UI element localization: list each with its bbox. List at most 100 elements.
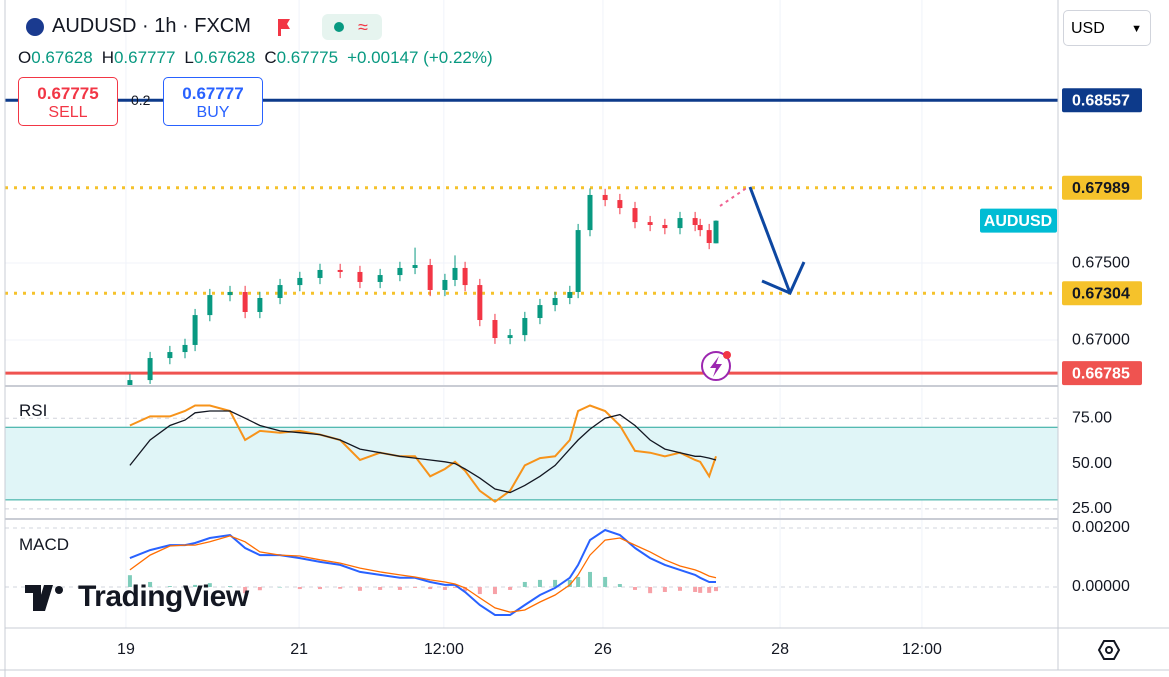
histogram-bar	[678, 586, 682, 591]
logo-mark	[25, 585, 53, 611]
change: +0.00147 (+0.22%)	[347, 48, 493, 67]
ohlc: O0.67628 H0.67777 L0.67628 C0.67775 +0.00147…	[18, 48, 493, 68]
settings-icon[interactable]	[1097, 640, 1121, 660]
histogram-bar	[698, 586, 703, 593]
histogram-bar	[397, 586, 402, 590]
candle-body	[575, 230, 581, 292]
symbol[interactable]: AUDUSD · 1h · FXCM	[52, 15, 251, 37]
currency: USD	[1071, 20, 1105, 37]
y-tick-label: 0.67500	[1072, 254, 1130, 271]
level-label-bg	[1062, 361, 1142, 386]
candle-body	[377, 275, 383, 282]
candle-body	[567, 291, 573, 298]
y-tick-label: 25.00	[1072, 500, 1112, 517]
histogram-bar	[127, 575, 132, 587]
histogram-bar	[567, 579, 572, 587]
indicator-panes	[127, 404, 718, 616]
candle-body	[477, 285, 483, 321]
candle-body	[617, 200, 623, 209]
candle-body	[713, 220, 719, 244]
histogram-bar	[257, 586, 262, 591]
status-icon: ≈	[358, 17, 368, 37]
histogram-bar	[148, 581, 153, 587]
candle-body	[147, 358, 153, 381]
ohlc-value: 0.67628	[193, 48, 256, 67]
x-tick-label: 28	[771, 641, 789, 658]
histogram-bar	[243, 586, 248, 594]
candle-body	[317, 269, 323, 278]
spread: 0.2	[131, 92, 151, 108]
sell-button[interactable]: 0.67775 SELL	[18, 77, 118, 126]
candle-body	[647, 222, 653, 225]
candle-body	[412, 265, 418, 268]
histogram-bar	[707, 586, 712, 593]
ohlc-label: O	[18, 48, 32, 67]
indicator-line	[129, 535, 717, 613]
price-scale: 0.67500 0.67000 0.68557 0.67989 0.67304 0.667…	[1062, 88, 1142, 595]
histogram-bar	[378, 586, 383, 590]
candle-body	[427, 265, 433, 290]
level-label: 0.67989	[1072, 180, 1130, 197]
price-pane	[127, 188, 719, 385]
candle-body	[632, 208, 638, 223]
indicator-line	[129, 410, 717, 494]
currency-select[interactable]: USD ▼	[1063, 10, 1151, 46]
ohlc-value: 0.67777	[113, 48, 176, 67]
candle-body	[277, 285, 283, 298]
y-tick-label: 0.00000	[1072, 578, 1130, 595]
symbol-label-bg	[980, 208, 1057, 233]
histogram-bar	[492, 586, 497, 595]
ohlc-label: L	[184, 48, 194, 67]
histogram-bar	[318, 586, 322, 590]
ohlc-value: 0.67775	[276, 48, 339, 67]
buy-button[interactable]: 0.67777 BUY	[163, 77, 263, 126]
level-label: 0.66785	[1072, 365, 1130, 382]
candle-body	[692, 218, 698, 225]
candle-body	[127, 380, 133, 385]
candle-body	[492, 320, 498, 339]
candle-body	[257, 297, 263, 313]
histogram-bar	[714, 586, 718, 592]
candle-body	[602, 194, 608, 201]
histogram-bar	[207, 583, 212, 587]
candle-body	[706, 230, 712, 244]
candle-body	[677, 218, 683, 229]
x-tick-label: 12:00	[902, 641, 942, 658]
histogram-bar	[662, 586, 667, 592]
histogram-bar	[553, 579, 558, 587]
level-label-bg	[1062, 281, 1142, 306]
indicator-line	[129, 528, 716, 616]
buy-label: BUY	[196, 104, 230, 121]
histogram-bar	[167, 586, 172, 587]
candle-body	[697, 224, 703, 231]
histogram-bar	[193, 584, 198, 587]
pane-label: MACD	[19, 535, 70, 554]
candle-body	[167, 352, 173, 359]
candle-body	[182, 344, 188, 353]
drawing-arrow	[748, 186, 792, 294]
histogram-bar	[228, 586, 232, 587]
level-label: 0.67304	[1072, 285, 1130, 302]
candle-body	[207, 295, 213, 316]
histogram-bar	[633, 586, 637, 590]
y-tick-label: 75.00	[1072, 409, 1112, 426]
candle-body	[507, 335, 513, 339]
candle-body	[297, 277, 303, 286]
candle-body	[242, 291, 248, 313]
histogram-bar	[588, 571, 592, 587]
drawing-arrowhead	[761, 261, 806, 295]
logo: TradingView	[78, 580, 249, 613]
candle-body	[397, 267, 403, 276]
y-tick-label: 0.00200	[1072, 519, 1130, 536]
symbol-label: AUDUSD	[984, 213, 1052, 230]
y-tick-label: 50.00	[1072, 455, 1112, 472]
histogram-bar	[428, 586, 433, 590]
histogram-bar	[508, 586, 513, 590]
chevron: ▼	[1131, 23, 1142, 35]
flag-button[interactable]	[278, 19, 290, 36]
histogram-bar	[537, 579, 542, 587]
histogram-bar	[522, 581, 527, 587]
y-tick-label: 0.67000	[1072, 331, 1130, 348]
histogram-bar	[648, 586, 653, 594]
histogram-bar	[576, 576, 581, 587]
